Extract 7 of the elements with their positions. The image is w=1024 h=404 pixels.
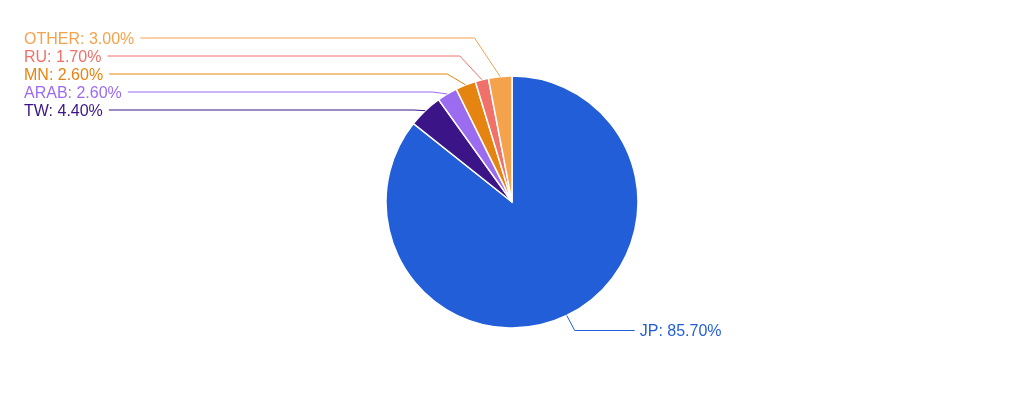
pie-slice bbox=[385, 75, 639, 329]
slice-label: TW: 4.40% bbox=[24, 101, 103, 119]
slice-label: MN: 2.60% bbox=[24, 65, 104, 83]
slice-label: ARAB: 2.60% bbox=[24, 83, 122, 101]
slice-label: RU: 1.70% bbox=[24, 47, 102, 65]
slice-label: JP: 85.70% bbox=[639, 322, 722, 340]
slice-label: OTHER: 3.00% bbox=[24, 29, 135, 47]
